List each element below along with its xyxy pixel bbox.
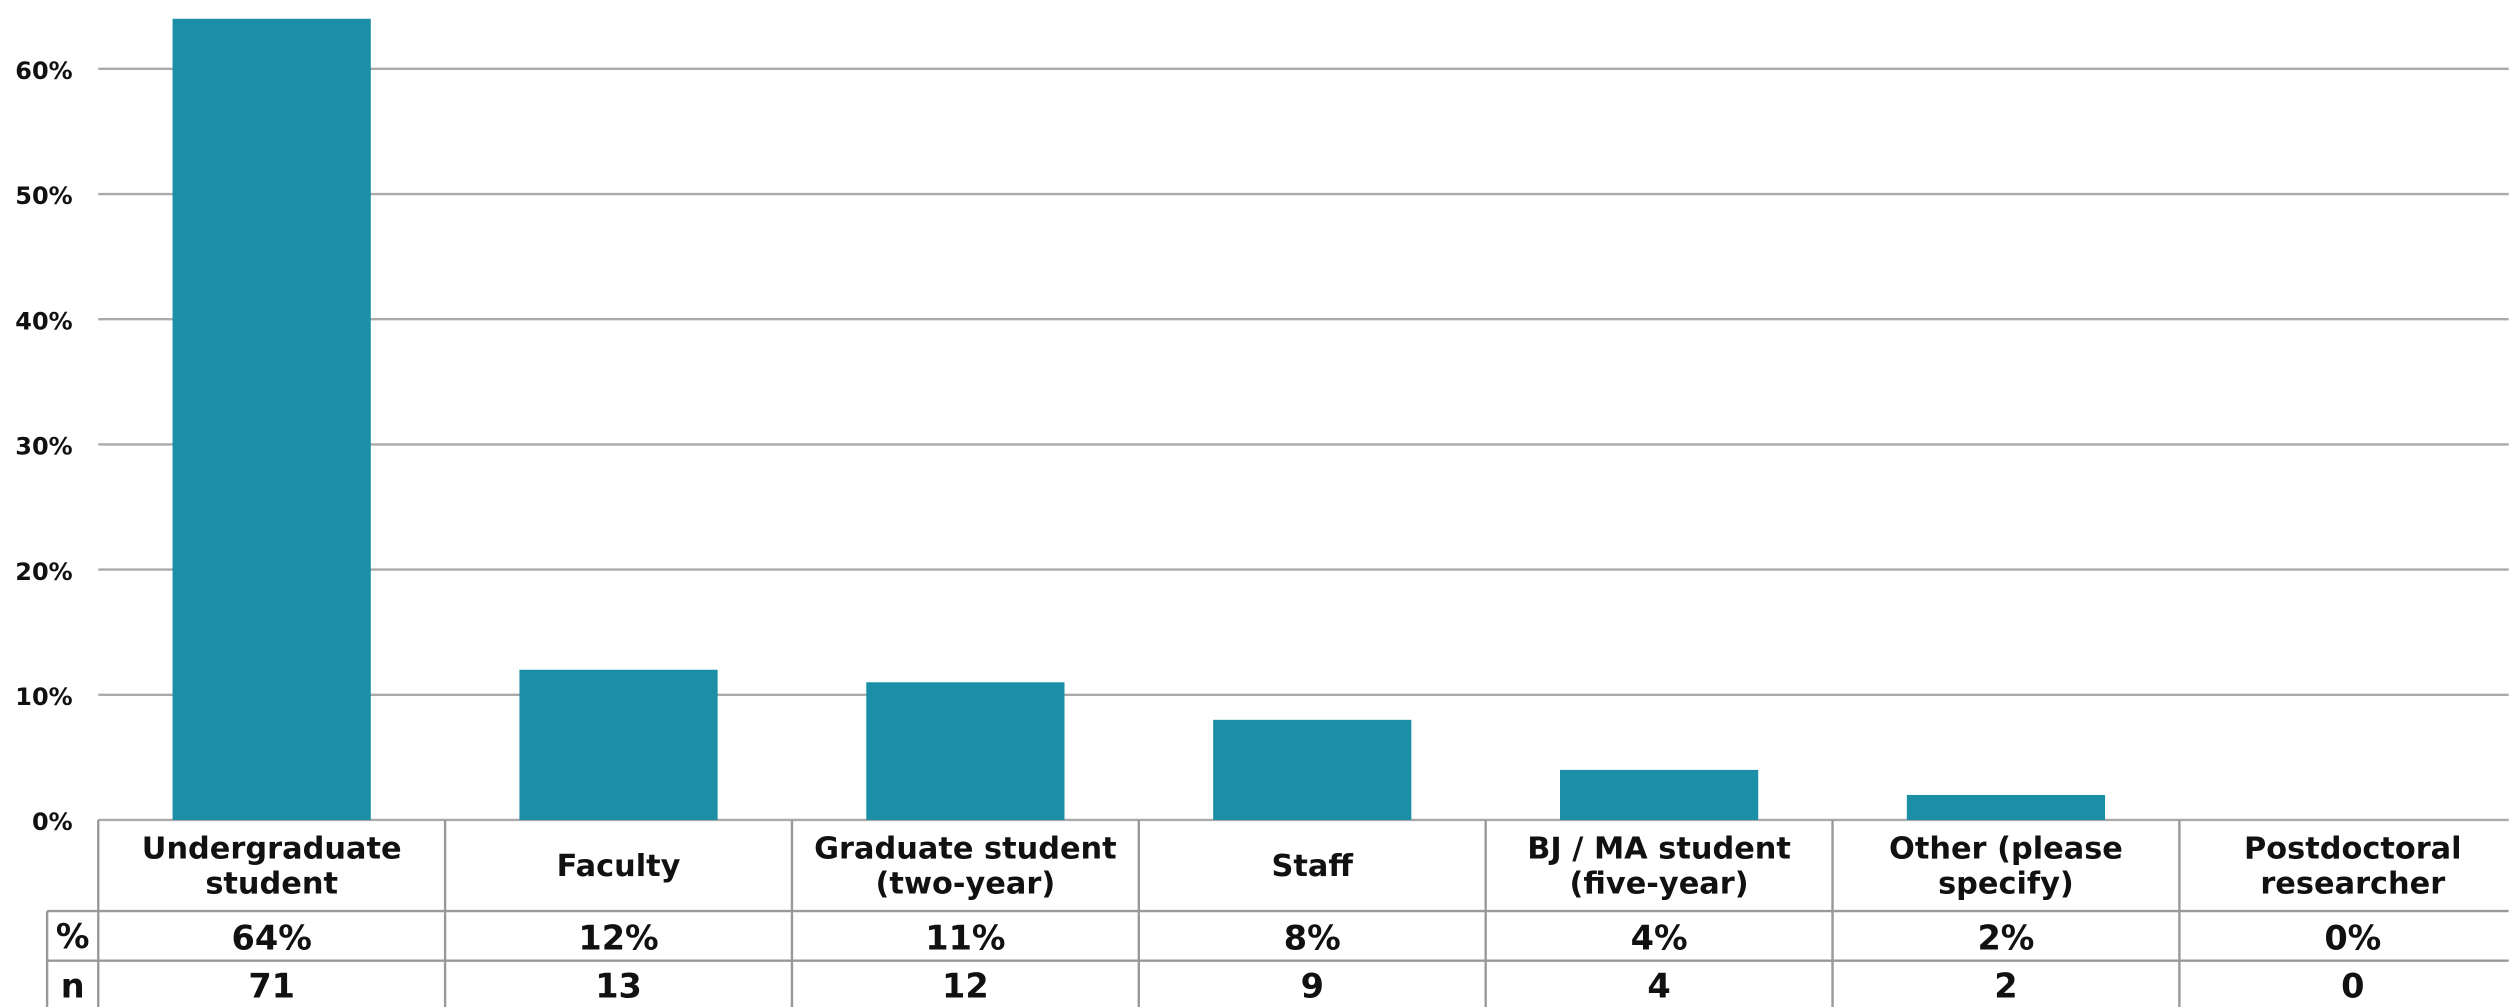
category-cell: Staff bbox=[1271, 847, 1353, 884]
x-tick-label: Faculty bbox=[556, 847, 681, 884]
bar bbox=[1906, 794, 2106, 820]
value-label: 0% bbox=[2324, 918, 2381, 957]
bar bbox=[866, 682, 1065, 820]
category-cell: Graduate student (two-year) bbox=[814, 830, 1117, 901]
x-tick-label: Graduate student (two-year) bbox=[814, 830, 1117, 901]
y-tick-label: 10% bbox=[15, 683, 72, 711]
y-tick-label: 40% bbox=[15, 307, 72, 335]
value-label: 64% bbox=[232, 918, 312, 957]
value-label: 11% bbox=[925, 918, 1005, 957]
count-label: 4 bbox=[1647, 966, 1670, 1005]
y-tick-label: 20% bbox=[15, 558, 72, 586]
y-tick-label: 50% bbox=[15, 182, 72, 210]
y-tick-label: 30% bbox=[15, 433, 72, 461]
count-label: 0 bbox=[2341, 966, 2364, 1005]
x-tick-label: BJ / MA student (five-year) bbox=[1527, 830, 1791, 901]
category-cell: Undergraduate student bbox=[141, 830, 402, 901]
count-label: 13 bbox=[595, 966, 642, 1005]
x-tick-label: Undergraduate student bbox=[141, 830, 402, 901]
bar bbox=[172, 18, 371, 820]
value-label: 8% bbox=[1284, 918, 1341, 957]
count-label: 12 bbox=[942, 966, 989, 1005]
y-tick-label: 60% bbox=[15, 57, 72, 85]
value-label: 4% bbox=[1631, 918, 1688, 957]
x-tick-label: Other (please specify) bbox=[1888, 830, 2123, 901]
category-cell: Faculty bbox=[556, 847, 681, 884]
count-label: 9 bbox=[1301, 966, 1324, 1005]
x-tick-label: Staff bbox=[1271, 847, 1353, 884]
count-label: 2 bbox=[1994, 966, 2017, 1005]
value-label: 2% bbox=[1977, 918, 2034, 957]
bar bbox=[519, 669, 718, 820]
category-cell: Other (please specify) bbox=[1888, 830, 2123, 901]
bar bbox=[1213, 719, 1412, 820]
value-label: 12% bbox=[578, 918, 658, 957]
row-label: % bbox=[56, 917, 90, 956]
count-label: 71 bbox=[248, 966, 295, 1005]
row-label: n bbox=[61, 966, 85, 1005]
bar bbox=[1559, 769, 1759, 820]
y-tick-label: 0% bbox=[32, 808, 73, 836]
category-cell: BJ / MA student (five-year) bbox=[1527, 830, 1791, 901]
category-cell: Postdoctoral researcher bbox=[2243, 830, 2462, 901]
x-tick-label: Postdoctoral researcher bbox=[2243, 830, 2462, 901]
